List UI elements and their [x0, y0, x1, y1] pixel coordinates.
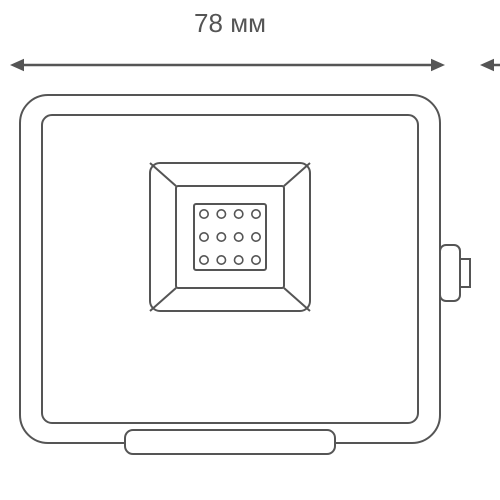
- drawing-svg: [0, 0, 500, 500]
- technical-drawing: 78 мм: [0, 0, 500, 500]
